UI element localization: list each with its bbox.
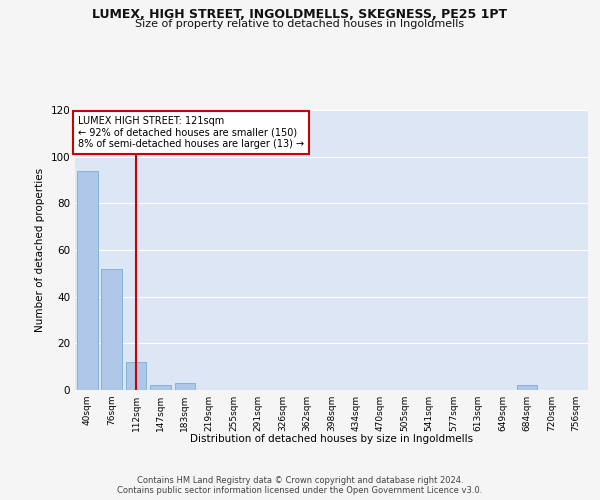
Bar	[150, 386, 171, 390]
Bar	[125, 362, 146, 390]
Y-axis label: Number of detached properties: Number of detached properties	[35, 168, 45, 332]
Text: Contains HM Land Registry data © Crown copyright and database right 2024.
Contai: Contains HM Land Registry data © Crown c…	[118, 476, 482, 495]
Bar	[175, 383, 196, 390]
Text: Size of property relative to detached houses in Ingoldmells: Size of property relative to detached ho…	[136, 19, 464, 29]
Bar	[101, 268, 122, 390]
Bar	[77, 170, 98, 390]
Text: LUMEX HIGH STREET: 121sqm
← 92% of detached houses are smaller (150)
8% of semi-: LUMEX HIGH STREET: 121sqm ← 92% of detac…	[77, 116, 304, 149]
X-axis label: Distribution of detached houses by size in Ingoldmells: Distribution of detached houses by size …	[190, 434, 473, 444]
Bar	[517, 386, 538, 390]
Text: LUMEX, HIGH STREET, INGOLDMELLS, SKEGNESS, PE25 1PT: LUMEX, HIGH STREET, INGOLDMELLS, SKEGNES…	[92, 8, 508, 20]
